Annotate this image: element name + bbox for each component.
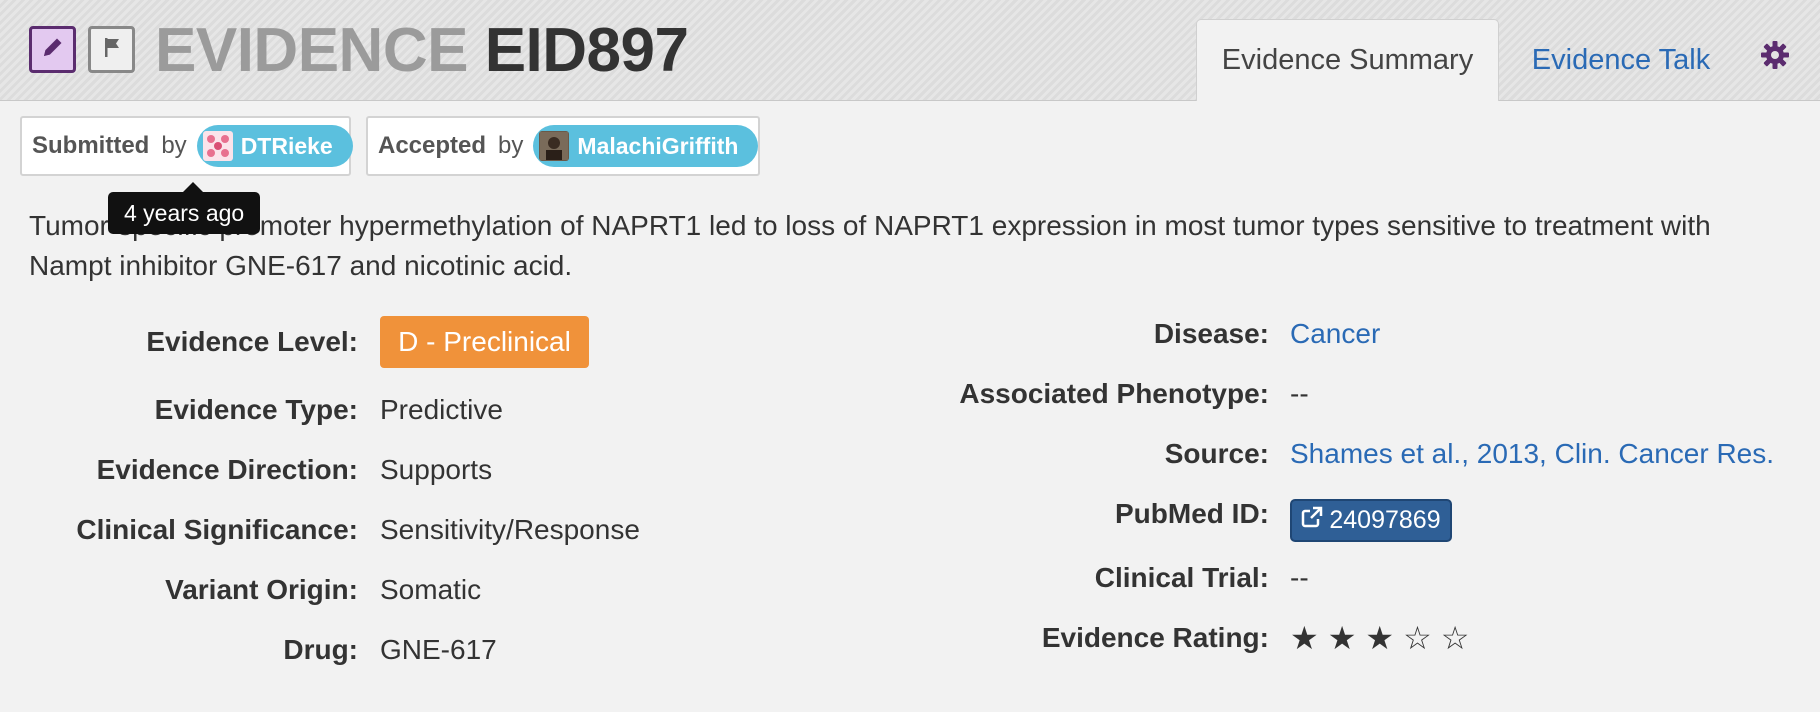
clinical-significance-label: Clinical Significance: — [76, 514, 358, 545]
gear-icon[interactable] — [1758, 38, 1792, 72]
timestamp-tooltip: 4 years ago — [108, 182, 261, 234]
tab-evidence-talk[interactable]: Evidence Talk — [1520, 19, 1722, 101]
star-empty-icon: ☆ — [1440, 620, 1470, 656]
associated-phenotype-label: Associated Phenotype: — [959, 378, 1269, 409]
flag-button[interactable] — [88, 26, 135, 73]
title-prefix: EVIDENCE — [155, 16, 468, 85]
evidence-id: EID897 — [484, 16, 689, 85]
page-header: EVIDENCE EID897 Evidence Summary Evidenc… — [0, 0, 1820, 101]
variant-origin-label: Variant Origin: — [165, 574, 358, 605]
evidence-level-label: Evidence Level: — [146, 326, 358, 357]
pencil-icon — [40, 34, 66, 65]
user-link-submitter[interactable]: DTRieke — [196, 125, 353, 167]
evidence-type-label: Evidence Type: — [154, 394, 358, 425]
variant-origin-value: Somatic — [380, 574, 482, 605]
evidence-level-badge: D - Preclinical — [380, 316, 589, 368]
star-filled-icon: ★ — [1365, 620, 1395, 656]
accepted-label: Accepted — [378, 132, 487, 159]
page-title: EVIDENCE EID897 — [155, 14, 689, 88]
evidence-direction-label: Evidence Direction: — [96, 454, 358, 485]
submitted-attribution: Submitted by DTRieke — [20, 116, 353, 176]
clinical-significance-value: Sensitivity/Response — [380, 514, 640, 545]
username: MalachiGriffith — [577, 132, 739, 159]
clinical-trial-value: -- — [1290, 562, 1309, 593]
user-link-accepter[interactable]: MalachiGriffith — [533, 125, 759, 167]
username: DTRieke — [240, 132, 333, 159]
tab-evidence-summary[interactable]: Evidence Summary — [1196, 19, 1499, 101]
star-empty-icon: ☆ — [1403, 620, 1432, 656]
external-link-icon — [1301, 506, 1323, 535]
submitted-label: Submitted — [32, 132, 150, 159]
evidence-description: Tumor-specific promoter hypermethylation… — [29, 210, 1711, 281]
pubmed-link-button[interactable]: 24097869 — [1290, 499, 1452, 542]
disease-label: Disease: — [1153, 318, 1269, 349]
star-filled-icon: ★ — [1327, 620, 1357, 656]
evidence-direction-value: Supports — [380, 454, 493, 485]
pubmed-id-value: 24097869 — [1329, 506, 1441, 534]
flag-icon — [100, 35, 124, 64]
evidence-type-value: Predictive — [380, 394, 503, 425]
edit-button[interactable] — [29, 26, 76, 73]
accepted-attribution: Accepted by MalachiGriffith — [366, 116, 760, 176]
tab-label: Evidence Talk — [1531, 43, 1711, 76]
evidence-rating-stars: ★ ★ ★ ☆ ☆ — [1290, 618, 1469, 658]
disease-link[interactable]: Cancer — [1290, 318, 1381, 349]
pubmed-id-label: PubMed ID: — [1115, 498, 1269, 529]
associated-phenotype-value: -- — [1290, 378, 1309, 409]
source-link[interactable]: Shames et al., 2013, Clin. Cancer Res. — [1290, 438, 1775, 469]
drug-value: GNE-617 — [380, 634, 497, 665]
drug-label: Drug: — [283, 634, 358, 665]
evidence-rating-label: Evidence Rating: — [1041, 622, 1269, 653]
source-label: Source: — [1164, 438, 1269, 469]
star-filled-icon: ★ — [1290, 620, 1319, 656]
avatar — [202, 131, 233, 161]
clinical-trial-label: Clinical Trial: — [1094, 562, 1269, 593]
avatar — [539, 131, 570, 161]
tab-label: Evidence Summary — [1221, 44, 1474, 76]
by-label: by — [161, 132, 187, 159]
by-label: by — [498, 132, 524, 159]
